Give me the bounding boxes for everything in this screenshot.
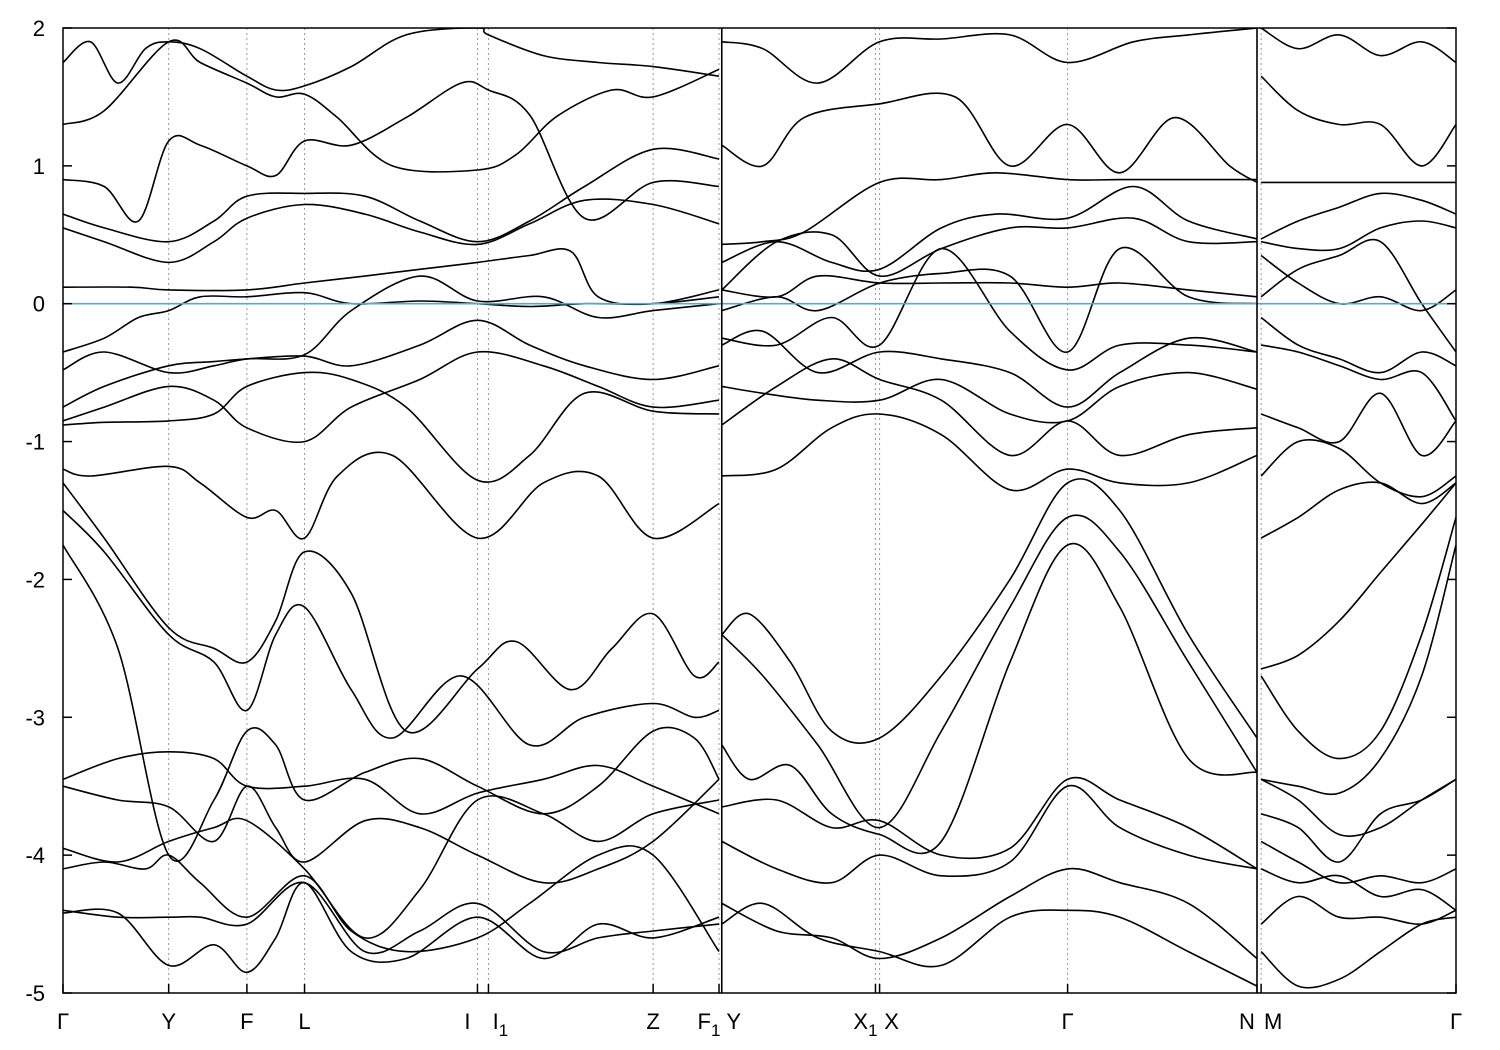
band-line bbox=[63, 778, 720, 884]
kpoint-label: I1 bbox=[493, 1009, 509, 1040]
band-line bbox=[63, 544, 720, 863]
band-line bbox=[63, 751, 720, 815]
band-line bbox=[1260, 482, 1456, 670]
kpoint-label: Γ bbox=[57, 1009, 69, 1034]
kpoint-label: L bbox=[298, 1009, 310, 1034]
band-line bbox=[63, 39, 720, 173]
kpoint-label: Y bbox=[726, 1009, 741, 1034]
band-lines bbox=[63, 28, 1456, 989]
kpoint-label: F1 bbox=[698, 1009, 721, 1040]
kpoint-label: Z bbox=[646, 1009, 659, 1034]
band-line bbox=[1260, 840, 1456, 884]
kpoint-label: I bbox=[464, 1009, 470, 1034]
band-line bbox=[63, 881, 720, 955]
band-line bbox=[1260, 438, 1456, 498]
band-line bbox=[1260, 481, 1456, 539]
band-line bbox=[721, 329, 1258, 408]
band-line bbox=[721, 274, 1258, 299]
band-line bbox=[1260, 916, 1456, 989]
band-line bbox=[63, 80, 720, 223]
band-line bbox=[1260, 238, 1456, 353]
band-line bbox=[1260, 316, 1456, 374]
band-line bbox=[63, 451, 720, 540]
band-line bbox=[721, 247, 1258, 371]
band-line bbox=[63, 319, 720, 408]
band-line bbox=[63, 147, 720, 243]
band-line bbox=[721, 776, 1258, 870]
y-tick-label: -4 bbox=[25, 843, 45, 868]
y-tick-label: -1 bbox=[25, 430, 45, 455]
kpoint-gridlines bbox=[168, 28, 1262, 993]
band-line bbox=[63, 509, 720, 747]
band-line bbox=[1260, 75, 1456, 167]
band-line bbox=[1260, 220, 1456, 252]
band-line bbox=[721, 514, 1258, 829]
kpoint-label: Γ bbox=[1450, 1009, 1462, 1034]
band-line bbox=[1260, 895, 1456, 925]
kpoint-label: F bbox=[240, 1009, 253, 1034]
y-tick-label: -3 bbox=[25, 705, 45, 730]
band-line bbox=[721, 28, 1258, 84]
band-line bbox=[1260, 517, 1456, 760]
band-line bbox=[721, 172, 1257, 246]
band-line bbox=[63, 371, 720, 483]
kpoint-label: Y bbox=[161, 1009, 176, 1034]
y-axis-ticks: -5 -4 -3 -2 -1 0 1 2 bbox=[25, 16, 1456, 1006]
band-line bbox=[1260, 192, 1456, 240]
band-line bbox=[721, 92, 1258, 184]
band-line bbox=[63, 28, 720, 92]
band-line bbox=[721, 371, 1258, 424]
band-line bbox=[1260, 254, 1456, 312]
band-line bbox=[721, 902, 1258, 987]
y-tick-label: 0 bbox=[33, 292, 45, 317]
band-line bbox=[721, 217, 1258, 291]
band-line bbox=[721, 358, 1258, 457]
band-line bbox=[63, 198, 720, 264]
band-line bbox=[1260, 344, 1456, 422]
band-line bbox=[721, 413, 1258, 492]
y-tick-label: 2 bbox=[33, 16, 45, 41]
y-tick-label: -5 bbox=[25, 981, 45, 1006]
band-line bbox=[721, 542, 1258, 855]
band-line bbox=[63, 482, 720, 734]
band-line bbox=[63, 350, 720, 444]
band-line bbox=[721, 246, 1258, 353]
band-line bbox=[1260, 544, 1456, 796]
band-line bbox=[1260, 28, 1456, 64]
band-line bbox=[721, 185, 1258, 273]
band-line bbox=[721, 784, 1258, 884]
band-line bbox=[63, 247, 720, 306]
kpoint-label: N bbox=[1239, 1009, 1255, 1034]
band-line bbox=[1260, 778, 1456, 837]
kpoint-label: Γ bbox=[1062, 1009, 1074, 1034]
y-tick-label: -2 bbox=[25, 567, 45, 592]
band-line bbox=[63, 795, 720, 939]
band-line bbox=[63, 881, 720, 974]
band-line bbox=[63, 845, 720, 953]
band-line bbox=[63, 291, 720, 353]
kpoint-label: X bbox=[884, 1009, 899, 1034]
band-line bbox=[63, 275, 720, 374]
band-line bbox=[1260, 868, 1456, 911]
segment-breaks bbox=[720, 28, 1258, 993]
band-line bbox=[721, 478, 1258, 744]
kpoint-label: M bbox=[1264, 1009, 1282, 1034]
band-line bbox=[1260, 392, 1456, 457]
band-line bbox=[1260, 778, 1456, 863]
kpoint-label: X1 bbox=[853, 1009, 877, 1040]
y-tick-label: 1 bbox=[33, 154, 45, 179]
plot-frame bbox=[62, 27, 1457, 994]
